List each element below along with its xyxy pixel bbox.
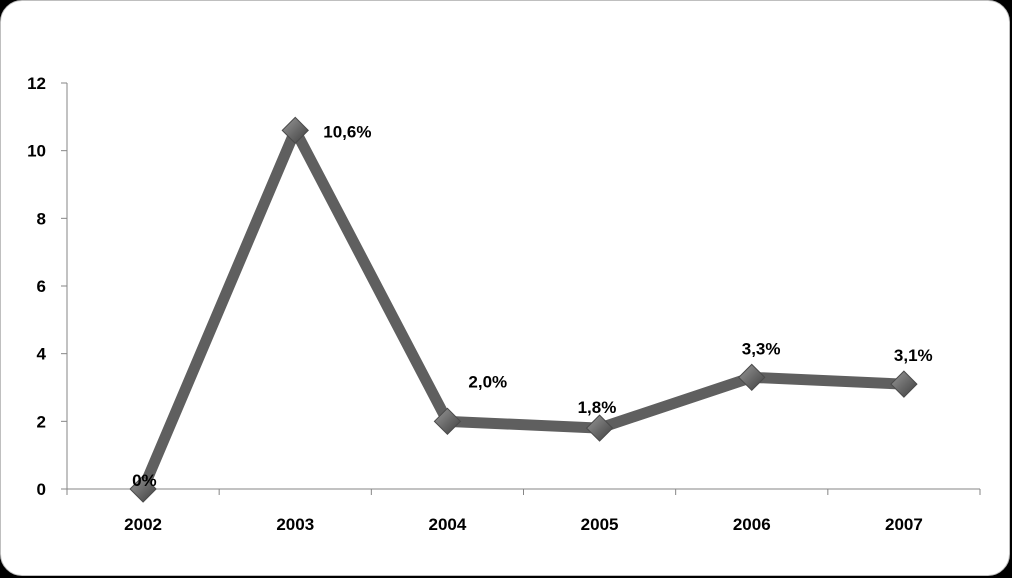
series-line-path [137, 124, 910, 495]
data-point-2006 [738, 363, 766, 392]
x-tick-label: 2006 [733, 515, 771, 534]
data-point-2003 [281, 116, 309, 145]
x-tick-label: 2005 [581, 515, 619, 534]
data-label-2005: 1,8% [578, 398, 617, 417]
data-label-2003: 10,6% [323, 122, 371, 141]
axes: 0 2 4 6 8 10 12 2002 2003 2004 2005 2006 2007 [27, 74, 981, 534]
y-tick-label: 4 [37, 345, 47, 364]
data-labels: 0% 10,6% 2,0% 1,8% 3,3% 3,1% [132, 122, 933, 490]
x-tick-label: 2004 [429, 515, 467, 534]
data-point-2004 [433, 407, 462, 436]
y-tick-label: 6 [37, 277, 46, 296]
x-tick-label: 2003 [276, 515, 314, 534]
y-tick-label: 8 [37, 209, 46, 228]
x-tick-label: 2007 [885, 515, 923, 534]
x-tick-label: 2002 [124, 515, 162, 534]
data-label-2002: 0% [132, 471, 157, 490]
series-markers [129, 116, 918, 503]
y-tick-label: 0 [37, 480, 46, 499]
data-label-2006: 3,3% [742, 339, 781, 358]
y-tick-label: 10 [27, 142, 46, 161]
series-line [137, 124, 910, 495]
data-point-2002 [129, 475, 157, 503]
data-label-2007: 3,1% [894, 346, 933, 365]
data-point-2007 [890, 370, 918, 398]
y-tick-label: 12 [27, 74, 46, 93]
y-tick-label: 2 [37, 412, 46, 431]
data-label-2004: 2,0% [468, 372, 507, 391]
data-point-2005 [585, 414, 614, 442]
